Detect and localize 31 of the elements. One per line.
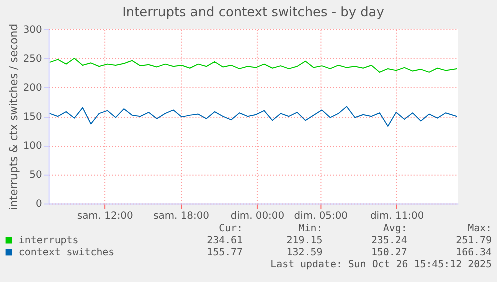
legend-label: interrupts <box>18 236 79 247</box>
line-series <box>49 106 458 127</box>
text: Min: <box>298 224 323 235</box>
y-tick-label: 250 <box>23 54 42 65</box>
y-tick-label: 100 <box>23 141 42 152</box>
y-tick-label: 150 <box>23 112 42 124</box>
text: 132.59 <box>286 248 323 259</box>
x-tick-label: dim. 05:00 <box>294 211 348 222</box>
y-tick-label: 0 <box>36 199 42 210</box>
y-tick-label: 200 <box>23 83 42 94</box>
text: 234.61 <box>207 236 244 247</box>
text: Avg: <box>383 224 408 235</box>
text: 219.15 <box>286 236 323 247</box>
y-tick-label: 50 <box>30 170 42 182</box>
legend-label: context switches <box>18 248 115 259</box>
text: 235.24 <box>371 236 408 247</box>
y-tick-label: 300 <box>23 24 42 36</box>
text: Last update: Sun Oct 26 15:45:12 2025 <box>270 259 492 270</box>
line-series <box>49 58 458 73</box>
text: 150.27 <box>371 248 408 259</box>
text: 251.79 <box>456 236 492 247</box>
y-axis-title: interrupts & ctx switches / second <box>7 24 20 210</box>
chart-title: Interrupts and context switches - by day <box>122 5 385 20</box>
text: 166.34 <box>456 248 492 259</box>
text: Cur: <box>219 224 244 235</box>
x-tick-label: sam. 12:00 <box>77 211 134 222</box>
x-tick-label: sam. 18:00 <box>154 211 210 222</box>
text: Max: <box>468 224 492 235</box>
text: 155.77 <box>207 248 244 259</box>
x-tick-label: dim. 00:00 <box>230 211 285 222</box>
x-tick-label: dim. 11:00 <box>370 211 424 222</box>
